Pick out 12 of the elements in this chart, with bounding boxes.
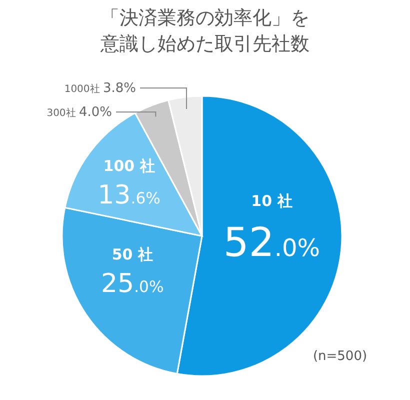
data-label: 25.0%	[100, 269, 164, 300]
slice-label: 1000社	[64, 83, 103, 95]
chart-title: 「決済業務の効率化」を意識し始めた取引先社数	[100, 7, 310, 55]
data-label: 13.6%	[98, 180, 160, 210]
data-label: 52.0%	[223, 220, 320, 266]
data-label: 3.8%	[102, 81, 136, 96]
text: (n=500)	[312, 349, 368, 364]
slice-label: 300社	[46, 107, 79, 119]
data-label: 4.0%	[78, 105, 112, 120]
slice-label: 10 社	[251, 192, 292, 210]
slice-label: 50 社	[112, 246, 153, 264]
slice-label: 100 社	[103, 156, 155, 175]
